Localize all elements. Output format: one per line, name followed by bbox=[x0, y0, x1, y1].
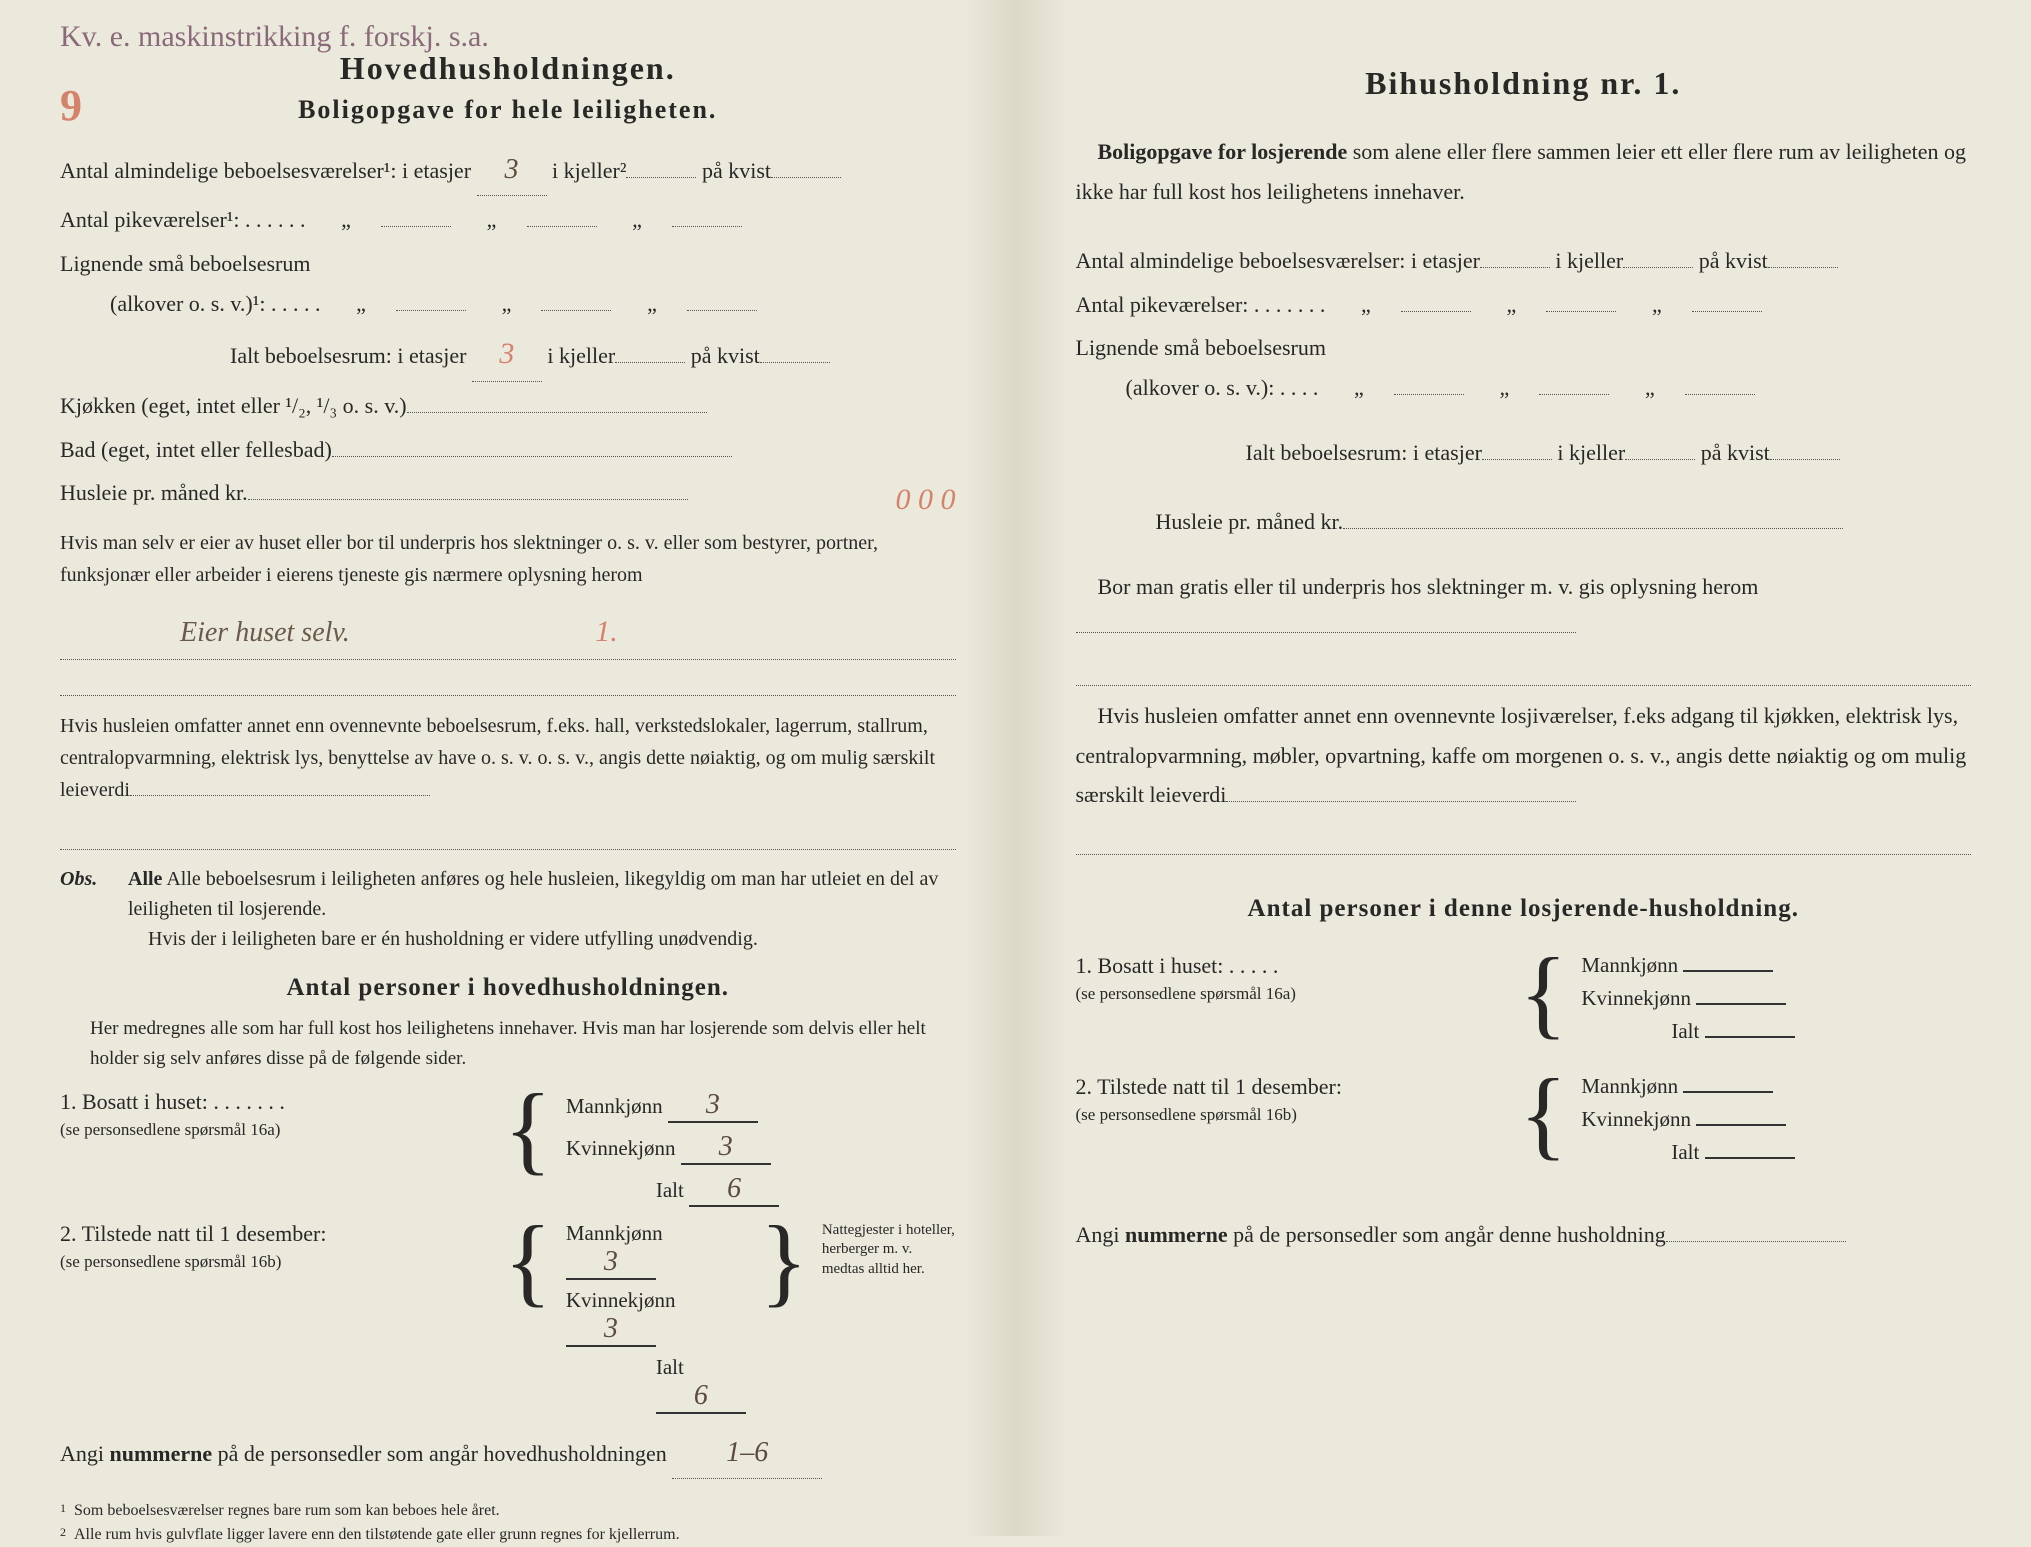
r-blank-2 bbox=[1076, 825, 1972, 855]
owner-note: Hvis man selv er eier av huset eller bor… bbox=[60, 527, 956, 591]
obs-label: Obs. bbox=[60, 864, 110, 954]
blank-line-1 bbox=[60, 666, 956, 696]
right-title: Bihusholdning nr. 1. bbox=[1076, 65, 1972, 102]
tilstede-section: 2. Tilstede natt til 1 desember: (se per… bbox=[60, 1221, 956, 1414]
blank-line-2 bbox=[60, 820, 956, 850]
bracket-close-icon: } bbox=[760, 1221, 808, 1301]
bracket-icon: { bbox=[504, 1089, 552, 1169]
handwritten-top-note: Kv. e. maskinstrikking f. forskj. s.a. bbox=[60, 20, 489, 54]
rooms-line-2: Antal pikeværelser¹: . . . . . . „ „ „ bbox=[60, 200, 956, 240]
b1-m: 3 bbox=[668, 1089, 758, 1123]
handwritten-red-nine: 9 bbox=[60, 80, 82, 131]
b2-m: 3 bbox=[566, 1246, 656, 1280]
rooms-etasjer-val: 3 bbox=[505, 154, 519, 185]
left-title: Hovedhusholdningen. bbox=[60, 50, 956, 87]
owner-handwritten-num: 1. bbox=[595, 615, 618, 648]
kitchen-line: Kjøkken (eget, intet eller ¹/₂, ¹/₃ o. s… bbox=[60, 386, 956, 426]
r-rooms-total: Ialt beboelsesrum: i etasjer i kjeller p… bbox=[1076, 433, 1972, 473]
r-bracket-1: { bbox=[1519, 953, 1567, 1033]
rooms-total: Ialt beboelsesrum: i etasjer 3 i kjeller… bbox=[60, 327, 956, 382]
r-incl-note: Hvis husleien omfatter annet enn ovennev… bbox=[1076, 696, 1972, 815]
r-angi: Angi nummerne på de personsedler som ang… bbox=[1076, 1215, 1972, 1255]
obs-block: Obs. Alle Alle beboelsesrum i leilighete… bbox=[60, 864, 956, 954]
rent-line: Husleie pr. måned kr. 0 0 0 bbox=[60, 473, 956, 513]
angi-val: 1–6 bbox=[726, 1437, 768, 1468]
bracket-icon-2: { bbox=[504, 1221, 552, 1301]
r-blank-1 bbox=[1076, 656, 1972, 686]
b2-t: 6 bbox=[656, 1380, 746, 1414]
rooms-line-1: Antal almindelige beboelsesværelser¹: i … bbox=[60, 145, 956, 196]
owner-handwritten: Eier huset selv. bbox=[180, 617, 350, 648]
r-rooms-3: Lignende små beboelsesrum (alkover o. s.… bbox=[1076, 328, 1972, 407]
r-persons-title: Antal personer i denne losjerende-hushol… bbox=[1076, 895, 1972, 923]
obs-text-1: Alle Alle beboelsesrum i leiligheten anf… bbox=[128, 864, 956, 924]
right-page: Bihusholdning nr. 1. Boligopgave for los… bbox=[1016, 0, 2031, 1536]
right-intro: Boligopgave for losjerende som alene ell… bbox=[1076, 132, 1972, 211]
rooms-line-3: Lignende små beboelsesrum (alkover o. s.… bbox=[60, 244, 956, 323]
obs-text-2: Hvis der i leiligheten bare er én hushol… bbox=[128, 924, 956, 954]
footnotes: 1Som beboelsesværelser regnes bare rum s… bbox=[60, 1499, 956, 1547]
r-bosatt: 1. Bosatt i huset: . . . . . (se persons… bbox=[1076, 953, 1972, 1044]
rent-handwritten: 0 0 0 bbox=[896, 473, 956, 527]
persons-title: Antal personer i hovedhusholdningen. bbox=[60, 974, 956, 1002]
rent-incl-note: Hvis husleien omfatter annet enn ovennev… bbox=[60, 710, 956, 806]
bosatt-section: 1. Bosatt i huset: . . . . . . . (se per… bbox=[60, 1089, 956, 1207]
b1-t: 6 bbox=[689, 1173, 779, 1207]
bath-line: Bad (eget, intet eller fellesbad) bbox=[60, 430, 956, 470]
left-subtitle: Boligopgave for hele leiligheten. bbox=[60, 95, 956, 125]
r-tilstede: 2. Tilstede natt til 1 desember: (se per… bbox=[1076, 1074, 1972, 1165]
left-page: Kv. e. maskinstrikking f. forskj. s.a. 9… bbox=[0, 0, 1016, 1536]
r-rent: Husleie pr. måned kr. bbox=[1076, 502, 1972, 542]
r-gratis-note: Bor man gratis eller til underpris hos s… bbox=[1076, 567, 1972, 646]
r-rooms-1: Antal almindelige beboelsesværelser: i e… bbox=[1076, 241, 1972, 281]
natt-side-note: Nattegjester i hoteller, herberger m. v.… bbox=[822, 1221, 956, 1280]
rooms-total-val: 3 bbox=[499, 337, 514, 370]
b2-k: 3 bbox=[566, 1313, 656, 1347]
b1-k: 3 bbox=[681, 1131, 771, 1165]
r-rooms-2: Antal pikeværelser: . . . . . . . „ „ „ bbox=[1076, 285, 1972, 325]
persons-note: Her medregnes alle som har full kost hos… bbox=[60, 1014, 956, 1075]
angi-line: Angi nummerne på de personsedler som ang… bbox=[60, 1428, 956, 1479]
r-bracket-2: { bbox=[1519, 1074, 1567, 1154]
owner-handwritten-line: Eier huset selv. 1. bbox=[60, 605, 956, 660]
